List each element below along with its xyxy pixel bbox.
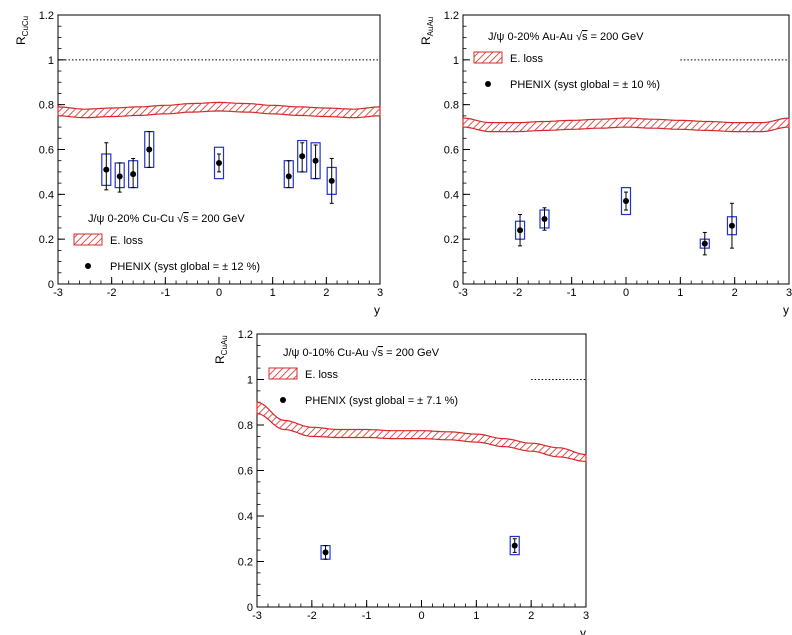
legend-point-marker [85, 263, 91, 269]
y-tick-label: 1.2 [444, 10, 459, 22]
legend-band-label: E. loss [510, 53, 544, 65]
x-axis-title: y [580, 626, 586, 635]
legend-title: J/ψ 0-20% Au-Au √s = 200 GeV [488, 31, 644, 43]
x-tick-label: -3 [252, 610, 262, 622]
legend-title: J/ψ 0-20% Cu-Cu √s = 200 GeV [88, 213, 245, 225]
y-tick-label: 0.6 [39, 145, 54, 157]
panel-bottom-center: 0 0.2 0.4 0.6 0.8 1 1.2 -3 -2 -1 0 1 2 3 y RCuAu J/ψ 0-1… [213, 329, 589, 635]
legend-points-label: PHENIX (syst global = ± 10 %) [510, 79, 660, 91]
data-point [511, 542, 518, 549]
legend-band-swatch [268, 367, 298, 380]
legend: J/ψ 0-20% Cu-Cu √s = 200 GeV E. loss PHENI… [73, 213, 260, 273]
y-tick-label: 0.2 [39, 234, 54, 246]
x-tick-label: -1 [160, 287, 170, 299]
data-point [541, 215, 548, 222]
x-tick-label: 3 [786, 287, 792, 299]
legend-band-label: E. loss [110, 235, 144, 247]
data-point [285, 173, 292, 180]
x-tick-label: -2 [107, 287, 117, 299]
x-tick-label: -1 [362, 610, 372, 622]
legend-point-marker [485, 81, 491, 87]
y-tick-label: 1 [48, 55, 54, 67]
x-tick-label: 3 [583, 610, 589, 622]
y-tick-label: 0 [247, 602, 253, 614]
x-tick-label: 3 [377, 287, 383, 299]
y-tick-label: 0.2 [238, 557, 253, 569]
y-tick-label: 0.4 [238, 511, 253, 523]
y-axis-title: RCuAu [213, 335, 229, 364]
legend: J/ψ 0-20% Au-Au √s = 200 GeV E. loss PHENI… [473, 31, 660, 91]
y-tick-label: 0.4 [444, 189, 459, 201]
data-point [728, 222, 735, 229]
data-point [312, 157, 319, 164]
data-point [328, 177, 335, 184]
legend-points-label: PHENIX (syst global = ± 12 %) [110, 261, 260, 273]
panel-top-left: 0 0.2 0.4 0.6 0.8 1 1.2 -3 -2 -1 0 1 2 3 y RCuCu J/ψ 0-2… [14, 10, 383, 317]
data-point [701, 240, 708, 247]
y-tick-label: 1.2 [39, 10, 54, 22]
x-tick-label: -2 [307, 610, 317, 622]
x-tick-label: 2 [732, 287, 738, 299]
y-tick-label: 0.8 [39, 100, 54, 112]
data-point [216, 159, 222, 166]
data-point [322, 549, 329, 556]
x-tick-label: 0 [623, 287, 629, 299]
x-tick-label: 0 [216, 287, 222, 299]
syst-box [620, 187, 632, 216]
y-tick-label: 1.2 [238, 329, 253, 341]
e-loss-band [256, 401, 587, 463]
y-tick-label: 0 [48, 279, 54, 291]
y-axis-title: RAuAu [419, 17, 435, 45]
y-tick-label: 1 [453, 55, 459, 67]
syst-box [213, 146, 225, 180]
data-point [103, 166, 110, 173]
x-tick-label: 1 [677, 287, 683, 299]
legend-band-swatch [473, 51, 503, 64]
y-tick-label: 0.8 [238, 420, 253, 432]
syst-box [509, 535, 520, 556]
x-tick-label: -2 [512, 287, 522, 299]
e-loss-band [57, 101, 381, 119]
legend-band-label: E. loss [305, 369, 339, 381]
data-point [299, 153, 306, 160]
x-tick-label: 0 [418, 610, 424, 622]
legend-title: J/ψ 0-10% Cu-Au √s = 200 GeV [283, 347, 440, 359]
legend: J/ψ 0-10% Cu-Au √s = 200 GeV E. loss PHENI… [268, 347, 458, 407]
x-tick-label: -3 [458, 287, 468, 299]
y-tick-label: 0 [453, 279, 459, 291]
y-tick-label: 1 [247, 375, 253, 387]
x-tick-label: -3 [53, 287, 63, 299]
x-tick-label: -1 [567, 287, 577, 299]
data-point [146, 146, 153, 153]
y-tick-label: 0.4 [39, 189, 54, 201]
data-point [623, 198, 629, 205]
x-tick-label: 1 [473, 610, 479, 622]
y-tick-label: 0.6 [444, 145, 459, 157]
x-axis-title: y [374, 303, 380, 317]
legend-band-swatch [73, 233, 103, 246]
panel-top-right: 0 0.2 0.4 0.6 0.8 1 1.2 -3 -2 -1 0 1 2 3 y RAuAu J/ψ 0-2… [419, 10, 792, 317]
data-point [130, 171, 137, 178]
x-tick-label: 2 [528, 610, 534, 622]
x-tick-label: 1 [270, 287, 276, 299]
y-tick-label: 0.2 [444, 234, 459, 246]
legend-points-label: PHENIX (syst global = ± 7.1 %) [305, 395, 458, 407]
legend-point-marker [280, 397, 286, 403]
y-tick-label: 0.6 [238, 466, 253, 478]
data-point [517, 227, 524, 234]
e-loss-band [462, 117, 790, 133]
x-axis-title: y [783, 303, 789, 317]
y-axis-title: RCuCu [14, 16, 30, 45]
data-point [116, 173, 123, 180]
y-tick-label: 0.8 [444, 100, 459, 112]
x-tick-label: 2 [323, 287, 329, 299]
